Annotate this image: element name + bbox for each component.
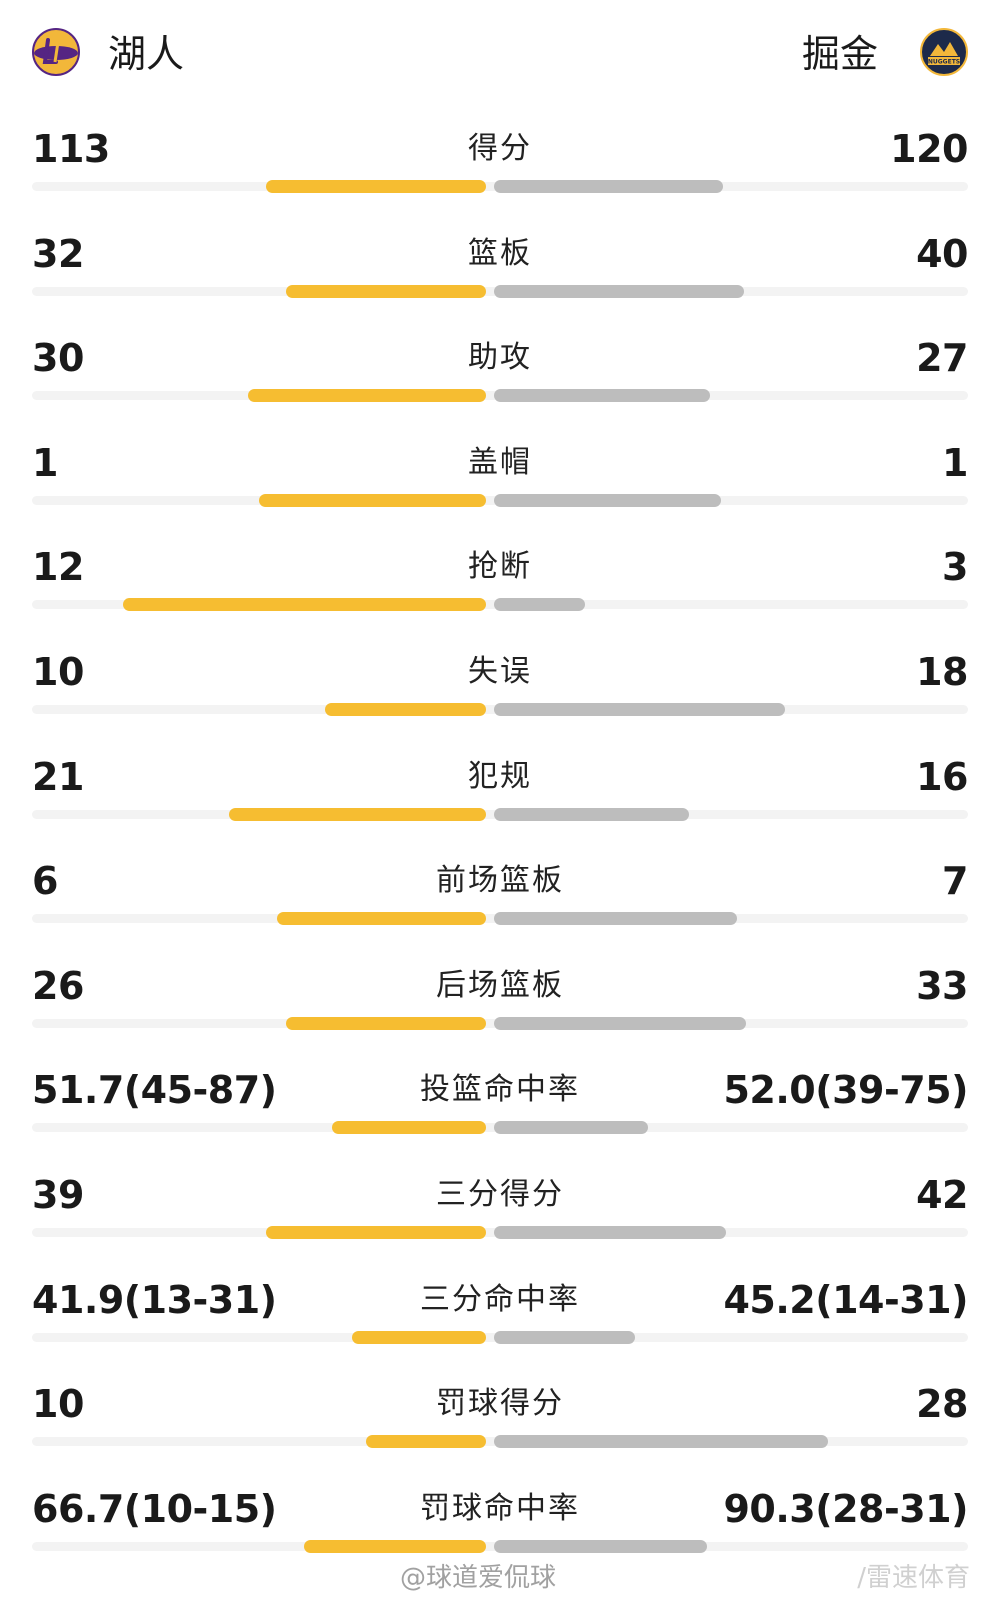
stat-row: 32 篮板 40 bbox=[0, 230, 1000, 334]
stat-label: 失误 bbox=[468, 654, 532, 689]
stat-label: 盖帽 bbox=[468, 444, 532, 480]
away-stat-bar bbox=[494, 807, 689, 821]
stat-row: 113 得分 120 bbox=[0, 125, 1000, 229]
home-stat-value: 51.7(45-87) bbox=[32, 1068, 277, 1113]
home-stat-value: 32 bbox=[32, 231, 84, 276]
away-stat-value: 120 bbox=[890, 127, 968, 171]
home-stat-value: 66.7(10-15) bbox=[32, 1486, 277, 1531]
stat-label: 三分得分 bbox=[436, 1177, 564, 1212]
stat-row: 1 盖帽 1 bbox=[0, 439, 1000, 543]
stat-row: 51.7(45-87) 投篮命中率 52.0(39-75) bbox=[0, 1066, 1000, 1170]
home-stat-bar bbox=[286, 284, 486, 298]
home-stat-value: 26 bbox=[32, 963, 84, 1008]
home-stat-value: 113 bbox=[32, 127, 110, 171]
home-stat-value: 1 bbox=[32, 440, 58, 485]
home-stat-value: 41.9(13-31) bbox=[32, 1277, 277, 1322]
stat-label: 罚球命中率 bbox=[420, 1490, 580, 1526]
home-stat-bar bbox=[286, 1016, 486, 1030]
home-stat-value: 39 bbox=[32, 1173, 84, 1217]
stat-label: 投篮命中率 bbox=[420, 1072, 580, 1108]
away-stat-value: 16 bbox=[916, 754, 968, 799]
home-stat-bar bbox=[259, 493, 486, 507]
corner-watermark: /雷速体育 bbox=[857, 1563, 970, 1593]
nuggets-logo-text: NUGGETS bbox=[928, 59, 960, 66]
lakers-logo-icon bbox=[32, 28, 80, 76]
stat-row: 12 抢断 3 bbox=[0, 543, 1000, 647]
away-stat-bar bbox=[494, 1016, 746, 1030]
home-stat-bar bbox=[304, 1539, 486, 1553]
weibo-watermark: @球道爱侃球 bbox=[400, 1563, 557, 1593]
away-stat-bar bbox=[494, 598, 585, 612]
stat-row: 6 前场篮板 7 bbox=[0, 857, 1000, 961]
stat-row: 39 三分得分 42 bbox=[0, 1171, 1000, 1275]
stat-label: 抢断 bbox=[468, 549, 532, 585]
away-stat-bar bbox=[494, 180, 723, 193]
away-stat-bar bbox=[494, 493, 721, 507]
away-stat-value: 28 bbox=[916, 1382, 968, 1427]
stat-row: 21 犯规 16 bbox=[0, 753, 1000, 857]
home-stat-value: 12 bbox=[32, 545, 84, 590]
stat-row: 10 罚球得分 28 bbox=[0, 1380, 1000, 1484]
stat-label: 三分命中率 bbox=[420, 1281, 580, 1317]
away-team-name: 掘金 bbox=[801, 32, 878, 76]
stat-row: 26 后场篮板 33 bbox=[0, 962, 1000, 1066]
home-stat-bar bbox=[266, 180, 486, 193]
away-stat-bar bbox=[494, 1539, 707, 1553]
home-stat-value: 10 bbox=[32, 650, 84, 694]
team-header: 湖人 掘金 NUGGETS bbox=[0, 0, 1000, 110]
away-stat-bar bbox=[494, 1435, 828, 1449]
away-stat-bar bbox=[494, 912, 737, 926]
away-stat-value: 3 bbox=[942, 545, 968, 590]
home-stat-value: 30 bbox=[32, 336, 84, 381]
home-team-name: 湖人 bbox=[108, 32, 185, 76]
home-stat-bar bbox=[325, 703, 486, 716]
stat-label: 篮板 bbox=[468, 235, 532, 271]
stat-label: 犯规 bbox=[468, 758, 532, 794]
stat-label: 得分 bbox=[468, 131, 532, 166]
away-stat-value: 27 bbox=[916, 336, 968, 381]
away-stat-value: 45.2(14-31) bbox=[723, 1277, 968, 1322]
away-stat-bar bbox=[494, 1330, 635, 1344]
home-stat-bar bbox=[277, 912, 486, 926]
stat-row: 30 助攻 27 bbox=[0, 334, 1000, 438]
nuggets-logo-icon: NUGGETS bbox=[920, 28, 968, 76]
away-stat-value: 18 bbox=[916, 650, 968, 694]
home-stat-bar bbox=[123, 598, 486, 612]
away-stat-bar bbox=[494, 1226, 726, 1239]
home-stat-value: 6 bbox=[32, 859, 58, 904]
away-stat-value: 33 bbox=[916, 963, 968, 1008]
home-stat-bar bbox=[229, 807, 486, 821]
away-stat-value: 40 bbox=[916, 231, 968, 276]
home-stat-bar bbox=[352, 1330, 486, 1344]
home-stat-value: 10 bbox=[32, 1382, 84, 1427]
stat-label: 前场篮板 bbox=[436, 863, 564, 899]
home-stat-bar bbox=[266, 1226, 486, 1239]
away-stat-value: 42 bbox=[916, 1173, 968, 1217]
home-stat-value: 21 bbox=[32, 754, 84, 799]
away-stat-value: 90.3(28-31) bbox=[723, 1486, 968, 1531]
away-stat-bar bbox=[494, 389, 710, 403]
away-stat-value: 7 bbox=[942, 859, 968, 904]
stat-label: 罚球得分 bbox=[436, 1386, 564, 1422]
stat-row: 66.7(10-15) 罚球命中率 90.3(28-31) bbox=[0, 1485, 1000, 1589]
away-stat-bar bbox=[494, 284, 744, 298]
home-stat-bar bbox=[248, 389, 486, 403]
away-stat-bar bbox=[494, 703, 785, 716]
stat-row: 10 失误 18 bbox=[0, 648, 1000, 752]
home-stat-bar bbox=[332, 1121, 486, 1135]
stat-label: 助攻 bbox=[468, 340, 532, 376]
stat-row: 41.9(13-31) 三分命中率 45.2(14-31) bbox=[0, 1276, 1000, 1380]
stat-label: 后场篮板 bbox=[436, 967, 564, 1003]
away-stat-value: 52.0(39-75) bbox=[723, 1068, 968, 1113]
home-stat-bar bbox=[366, 1435, 486, 1449]
away-stat-bar bbox=[494, 1121, 648, 1135]
away-stat-value: 1 bbox=[942, 440, 968, 485]
